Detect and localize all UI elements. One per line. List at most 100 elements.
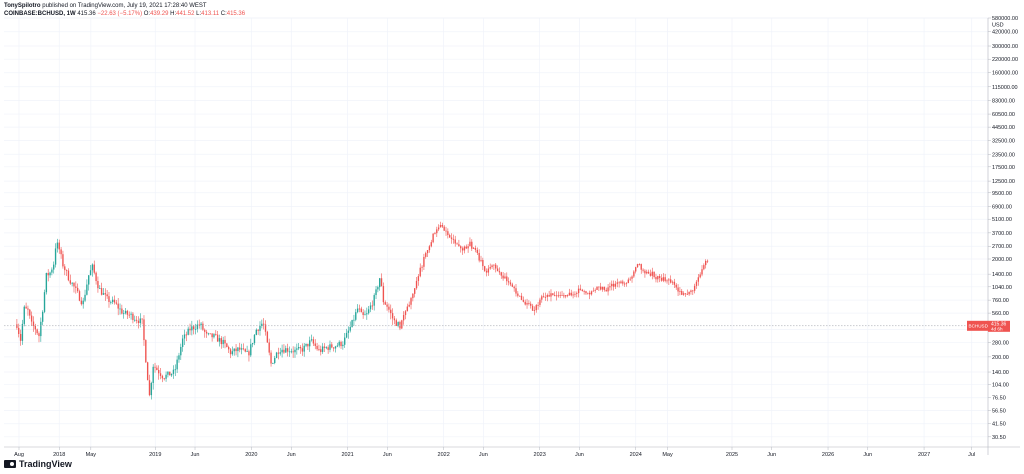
candle-up [218, 334, 221, 347]
candle-body [517, 293, 519, 296]
candle-down [496, 265, 499, 272]
candle-body [644, 270, 646, 274]
candle-down [478, 249, 480, 263]
candle-body [253, 334, 256, 344]
candle-up [338, 340, 340, 348]
candle-body [574, 293, 576, 295]
price-axis[interactable]: 30.50 41.50 56.50 76.50 104.00 140.00 200.00 28… [987, 16, 1018, 455]
candle-down [202, 321, 204, 331]
candle-up [493, 264, 495, 271]
candle-body [334, 346, 337, 349]
candle-body [290, 351, 292, 353]
candle-body [384, 302, 386, 305]
candle-body [478, 252, 480, 261]
candle-body [141, 318, 143, 320]
candle-body [18, 327, 20, 335]
candle-body [148, 380, 151, 396]
candle-down [600, 282, 602, 291]
candle-body [323, 346, 326, 348]
candle-body [172, 369, 175, 374]
time-tick-label: 2022 [438, 452, 450, 458]
candle-up [41, 310, 44, 326]
candle-up [178, 352, 180, 363]
candle-down [485, 268, 488, 277]
candle-body [461, 248, 464, 251]
candle-body [681, 290, 683, 295]
candle-up [504, 273, 506, 279]
candle-body [135, 319, 138, 321]
time-axis[interactable]: Aug 2018 May 2019 Jun 2020 Jun 2021 Jun 2022 Jun 20… [4, 446, 1020, 458]
candle-down [121, 304, 123, 315]
candle-body [642, 269, 644, 271]
candle-body [362, 312, 364, 315]
candle-up [200, 322, 202, 330]
candle-down [209, 333, 211, 335]
candle-body [248, 351, 250, 356]
candle-down [97, 276, 99, 293]
candle-body [205, 331, 208, 334]
candle-body [19, 334, 22, 341]
candle-body [498, 271, 501, 273]
candle-body [76, 287, 79, 292]
price-tick-label: 3700.00 [992, 231, 1012, 237]
candle-up [40, 317, 42, 342]
candle-body [255, 329, 258, 335]
candle-body [115, 302, 118, 304]
candle-up [539, 297, 541, 308]
change-value: −22.63 (−5.17%) [97, 11, 143, 17]
candle-up [574, 291, 576, 298]
candle-up [410, 296, 412, 310]
candle-body [233, 348, 235, 352]
badge-countdown: 4d 6h [991, 327, 1003, 332]
candle-body [565, 295, 567, 297]
candle-up [152, 364, 154, 390]
candle-body [399, 325, 401, 329]
price-tick-label: 9500.00 [992, 191, 1012, 197]
candle-body [432, 233, 434, 243]
candle-down [483, 265, 486, 272]
price-tick-label: 60500.00 [992, 112, 1015, 118]
candle-body [351, 320, 353, 328]
candle-up [397, 321, 399, 328]
candle-body [393, 318, 396, 321]
candle-body [386, 304, 388, 307]
candle-down [163, 377, 165, 381]
candle-body [224, 339, 226, 344]
candle-body [377, 287, 379, 290]
candle-body [675, 284, 677, 288]
candle-down [340, 340, 342, 349]
candle-up [631, 275, 633, 283]
candle-down [612, 280, 615, 291]
candle-up [231, 346, 234, 356]
candle-down [445, 226, 447, 236]
candle-down [456, 242, 458, 245]
price-tick-label: 2700.00 [992, 244, 1012, 250]
candle-down [585, 290, 587, 296]
candle-down [399, 323, 401, 331]
candle-down [673, 278, 676, 289]
candle-body [375, 289, 377, 296]
candle-body [511, 284, 514, 287]
candle-down [104, 288, 106, 301]
candle-body [296, 348, 298, 350]
candle-up [611, 280, 613, 291]
candle-body [165, 374, 167, 379]
candle-down [570, 289, 572, 297]
candle-body [121, 308, 123, 314]
candle-down [169, 371, 171, 376]
candle-body [75, 286, 77, 288]
candle-down [30, 311, 33, 326]
time-tick-label: Jun [191, 452, 200, 458]
candle-body [454, 239, 456, 244]
candle-body [226, 343, 228, 348]
price-unit-label: USD [992, 23, 1004, 29]
candle-body [369, 305, 372, 310]
candle-body [198, 324, 200, 326]
candle-down [454, 235, 456, 247]
candle-body [502, 275, 504, 279]
tradingview-logo[interactable]: TradingView [4, 459, 72, 469]
candle-up [119, 303, 121, 315]
candle-down [235, 344, 237, 356]
